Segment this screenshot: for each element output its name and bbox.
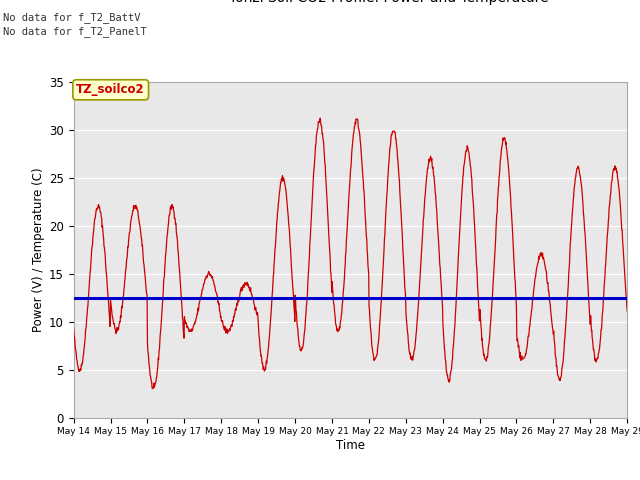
Text: TZ_soilco2: TZ_soilco2 — [76, 84, 145, 96]
X-axis label: Time: Time — [336, 439, 365, 452]
Y-axis label: Power (V) / Temperature (C): Power (V) / Temperature (C) — [32, 168, 45, 332]
Text: No data for f_T2_BattV: No data for f_T2_BattV — [3, 12, 141, 23]
Text: No data for f_T2_PanelT: No data for f_T2_PanelT — [3, 26, 147, 37]
Title: Tonzi Soil CO2 Profile: Power and Temperature: Tonzi Soil CO2 Profile: Power and Temper… — [229, 0, 549, 5]
